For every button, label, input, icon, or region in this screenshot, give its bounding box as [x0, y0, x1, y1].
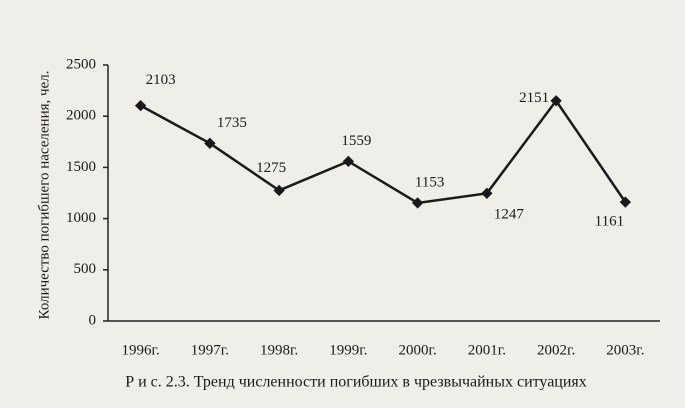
marker	[134, 99, 147, 112]
line	[140, 98, 627, 205]
marker	[342, 155, 355, 168]
x-tick-label: 1998г.	[260, 342, 298, 358]
value-label: 1735	[217, 115, 247, 131]
y-axis-label: Количество погибшего населения, чел.	[36, 71, 52, 320]
y-tick-label: 1000	[66, 210, 96, 226]
x-tick-label: 1997г.	[191, 342, 229, 358]
marker	[619, 196, 632, 208]
marker	[411, 197, 424, 209]
y-tick-label: 0	[89, 312, 97, 328]
y-tick-label: 2500	[66, 56, 96, 72]
x-tick-label: 2003г.	[606, 342, 644, 358]
marker	[481, 187, 493, 199]
x-tick-label: 2002г.	[537, 342, 575, 358]
value-label: 1275	[256, 160, 286, 176]
value-label: 1161	[595, 214, 624, 230]
x-tick-label: 2001г.	[468, 342, 506, 358]
value-label: 1247	[494, 207, 525, 223]
caption: Р и с. 2.3. Тренд численности погибших в…	[125, 374, 587, 391]
x-tick-label: 1999г.	[329, 342, 367, 358]
y-tick-label: 1500	[66, 159, 96, 175]
value-label: 2151	[519, 90, 549, 106]
y-tick-label: 2000	[66, 108, 96, 124]
marker	[273, 184, 285, 197]
x-tick-label: 1996г.	[122, 342, 160, 358]
marker	[204, 137, 216, 149]
value-label: 2103	[146, 72, 176, 88]
value-label: 1559	[341, 133, 371, 149]
x-tick-label: 2000г.	[399, 342, 437, 358]
y-tick-label: 500	[74, 261, 97, 277]
value-label: 1153	[415, 174, 444, 190]
